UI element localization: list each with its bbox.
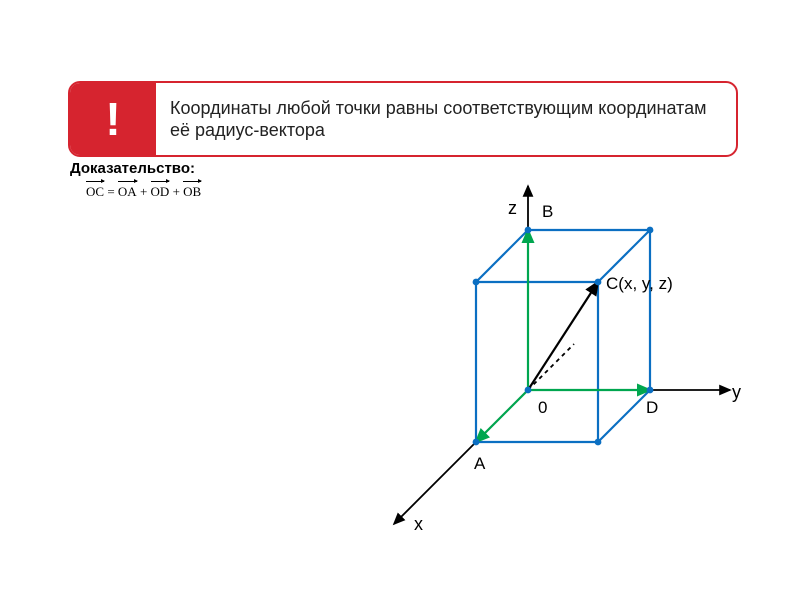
formula-part: OA xyxy=(118,182,137,200)
formula-part: OC xyxy=(86,182,104,200)
formula-part: OD xyxy=(151,182,170,200)
formula-part: + xyxy=(137,184,151,199)
formula-part: + xyxy=(169,184,183,199)
formula-part: OB xyxy=(183,182,201,200)
callout-badge-char: ! xyxy=(105,92,120,146)
exclamation-icon: ! xyxy=(70,83,156,155)
callout-text: Координаты любой точки равны соответству… xyxy=(156,83,736,155)
coordinate-diagram xyxy=(328,168,748,528)
callout-box: ! Координаты любой точки равны соответст… xyxy=(68,81,738,157)
proof-label: Доказательство: xyxy=(70,160,195,177)
formula-part: = xyxy=(104,184,118,199)
proof-formula: OC = OA + OD + OB xyxy=(86,182,201,200)
